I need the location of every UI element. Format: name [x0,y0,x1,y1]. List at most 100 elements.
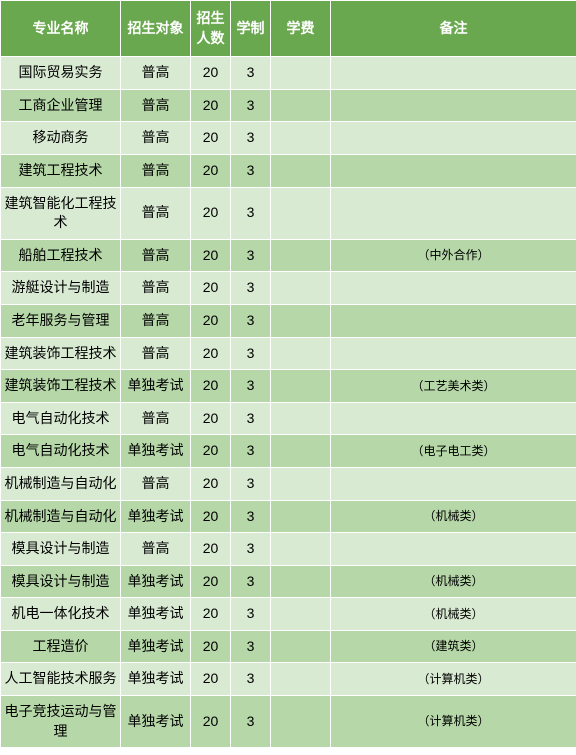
cell-name: 游艇设计与制造 [1,272,121,305]
cell-target: 普高 [121,467,191,500]
cell-years: 3 [231,598,271,631]
cell-count: 20 [191,272,231,305]
cell-note: （机械类） [331,565,576,598]
cell-fee [271,187,331,239]
cell-fee [271,533,331,566]
cell-name: 船舶工程技术 [1,239,121,272]
cell-fee [271,154,331,187]
cell-target: 单独考试 [121,696,191,748]
cell-years: 3 [231,402,271,435]
cell-note [331,154,576,187]
cell-note [331,337,576,370]
cell-fee [271,402,331,435]
table-row: 建筑装饰工程技术普高203 [1,337,576,370]
cell-count: 20 [191,57,231,90]
cell-name: 建筑装饰工程技术 [1,370,121,403]
col-header-note: 备注 [331,1,576,57]
cell-count: 20 [191,370,231,403]
table-row: 机械制造与自动化单独考试203（机械类） [1,500,576,533]
cell-years: 3 [231,272,271,305]
table-row: 工商企业管理普高203 [1,89,576,122]
cell-fee [271,304,331,337]
cell-target: 普高 [121,533,191,566]
cell-name: 电子竞技运动与管理 [1,696,121,748]
table-row: 机械制造与自动化普高203 [1,467,576,500]
cell-years: 3 [231,500,271,533]
table-row: 建筑装饰工程技术单独考试203 （工艺美术类） [1,370,576,403]
cell-note: （中外合作） [331,239,576,272]
cell-name: 电气自动化技术 [1,435,121,468]
cell-fee [271,370,331,403]
table-header: 专业名称 招生对象 招生人数 学制 学费 备注 [1,1,576,57]
cell-name: 老年服务与管理 [1,304,121,337]
cell-name: 工程造价 [1,630,121,663]
cell-count: 20 [191,663,231,696]
cell-target: 普高 [121,57,191,90]
cell-target: 单独考试 [121,630,191,663]
table-row: 建筑工程技术普高203 [1,154,576,187]
cell-years: 3 [231,89,271,122]
cell-count: 20 [191,435,231,468]
cell-years: 3 [231,565,271,598]
cell-count: 20 [191,239,231,272]
cell-count: 20 [191,598,231,631]
cell-fee [271,272,331,305]
cell-count: 20 [191,565,231,598]
cell-years: 3 [231,370,271,403]
cell-note [331,122,576,155]
cell-target: 普高 [121,239,191,272]
cell-name: 机械制造与自动化 [1,500,121,533]
cell-count: 20 [191,337,231,370]
table-row: 电子竞技运动与管理单独考试203（计算机类） [1,696,576,748]
cell-note: （电子电工类） [331,435,576,468]
cell-count: 20 [191,187,231,239]
cell-count: 20 [191,402,231,435]
cell-count: 20 [191,122,231,155]
cell-name: 机械制造与自动化 [1,467,121,500]
cell-target: 普高 [121,122,191,155]
cell-fee [271,598,331,631]
cell-years: 3 [231,696,271,748]
cell-target: 单独考试 [121,435,191,468]
cell-fee [271,467,331,500]
cell-note [331,89,576,122]
col-header-name: 专业名称 [1,1,121,57]
cell-name: 国际贸易实务 [1,57,121,90]
cell-years: 3 [231,435,271,468]
table-row: 电气自动化技术普高203 [1,402,576,435]
cell-fee [271,663,331,696]
cell-years: 3 [231,630,271,663]
table-row: 建筑智能化工程技术普高203 [1,187,576,239]
cell-years: 3 [231,187,271,239]
cell-note: （机械类） [331,500,576,533]
cell-fee [271,565,331,598]
cell-note: （计算机类） [331,663,576,696]
cell-target: 普高 [121,272,191,305]
cell-fee [271,337,331,370]
table-row: 船舶工程技术普高203 （中外合作） [1,239,576,272]
cell-note [331,467,576,500]
cell-name: 建筑智能化工程技术 [1,187,121,239]
cell-count: 20 [191,467,231,500]
cell-name: 建筑装饰工程技术 [1,337,121,370]
cell-note: （工艺美术类） [331,370,576,403]
table-row: 游艇设计与制造普高203 [1,272,576,305]
table-row: 移动商务普高203 [1,122,576,155]
cell-fee [271,435,331,468]
cell-target: 单独考试 [121,500,191,533]
cell-target: 普高 [121,187,191,239]
enrollment-table: 专业名称 招生对象 招生人数 学制 学费 备注 国际贸易实务普高203工商企业管… [0,0,576,748]
cell-target: 普高 [121,89,191,122]
cell-note [331,533,576,566]
cell-years: 3 [231,239,271,272]
cell-name: 电气自动化技术 [1,402,121,435]
header-row: 专业名称 招生对象 招生人数 学制 学费 备注 [1,1,576,57]
col-header-years: 学制 [231,1,271,57]
table-row: 电气自动化技术单独考试203 （电子电工类） [1,435,576,468]
cell-target: 单独考试 [121,370,191,403]
cell-note [331,57,576,90]
table-row: 国际贸易实务普高203 [1,57,576,90]
cell-fee [271,57,331,90]
cell-note [331,187,576,239]
cell-name: 机电一体化技术 [1,598,121,631]
